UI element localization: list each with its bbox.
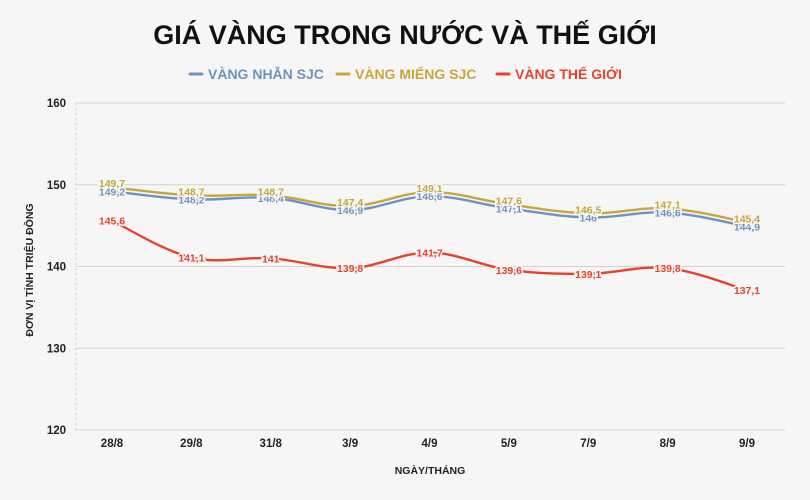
chart-title: GIÁ VÀNG TRONG NƯỚC VÀ THẾ GIỚI — [153, 19, 656, 50]
data-label: 148,7 — [178, 186, 204, 198]
data-label: 141,7 — [416, 248, 442, 260]
series-vang-the-gioi-line — [110, 219, 749, 292]
series-lines — [110, 186, 749, 292]
y-tick-label: 140 — [47, 262, 66, 274]
grid — [75, 102, 785, 431]
legend-label: VÀNG NHẪN SJC — [208, 66, 324, 82]
x-axis-label: NGÀY/THÁNG — [395, 464, 466, 477]
x-tick-label: 29/8 — [180, 438, 203, 450]
y-axis-ticks: 120 130 140 150 160 — [47, 98, 66, 437]
legend-label: VÀNG MIẾNG SJC — [355, 66, 476, 82]
data-label: 147,1 — [654, 199, 680, 211]
data-label: 145,4 — [734, 213, 760, 225]
data-label: 141 — [262, 253, 280, 265]
x-tick-label: 9/9 — [739, 438, 755, 450]
data-label: 141,1 — [178, 253, 204, 265]
data-label: 145,6 — [99, 216, 125, 228]
x-tick-label: 3/9 — [342, 438, 358, 450]
data-label: 148,7 — [258, 186, 284, 198]
series-vang-nhan-sjc-line — [110, 190, 749, 228]
y-axis-label: ĐƠN VỊ TÍNH TRIỆU ĐỒNG — [23, 203, 36, 336]
data-label: 144,9 — [734, 221, 760, 233]
data-label: 139,8 — [654, 263, 680, 275]
x-tick-label: 5/9 — [501, 438, 517, 450]
data-label: 148,2 — [178, 194, 204, 206]
data-label: 146 — [579, 212, 597, 224]
data-label: 146,5 — [575, 204, 601, 216]
y-tick-label: 160 — [47, 98, 66, 110]
data-label: 147,1 — [496, 203, 522, 215]
x-tick-label: 28/8 — [101, 438, 124, 450]
series-vang-mieng-sjc-line — [110, 186, 749, 224]
data-label: 139,8 — [337, 263, 363, 275]
data-label: 149,7 — [99, 178, 125, 190]
data-label: 149,2 — [99, 186, 125, 198]
data-label: 148,6 — [416, 191, 442, 203]
legend: VÀNG NHẪN SJC VÀNG MIẾNG SJC VÀNG THẾ GIỚI — [188, 65, 622, 82]
x-tick-label: 4/9 — [422, 438, 438, 450]
data-label: 146,9 — [337, 205, 363, 217]
data-label: 147,6 — [496, 195, 522, 207]
data-label: 147,4 — [337, 197, 363, 209]
legend-label: VÀNG THẾ GIỚI — [515, 65, 622, 82]
data-label: 137,1 — [734, 285, 760, 297]
data-label: 149,1 — [416, 183, 442, 195]
data-label: 139,1 — [575, 269, 601, 281]
data-label: 148,4 — [258, 193, 284, 205]
x-tick-label: 31/8 — [260, 438, 283, 450]
data-label: 146,6 — [654, 208, 680, 220]
x-tick-label: 8/9 — [660, 438, 676, 450]
x-axis-ticks: 28/8 29/8 31/8 3/9 4/9 5/9 7/9 8/9 9/9 — [101, 438, 755, 450]
y-tick-label: 120 — [47, 425, 66, 437]
y-tick-label: 150 — [47, 180, 66, 192]
data-label: 139,6 — [496, 265, 522, 277]
y-tick-label: 130 — [47, 343, 66, 355]
x-tick-label: 7/9 — [580, 438, 596, 450]
